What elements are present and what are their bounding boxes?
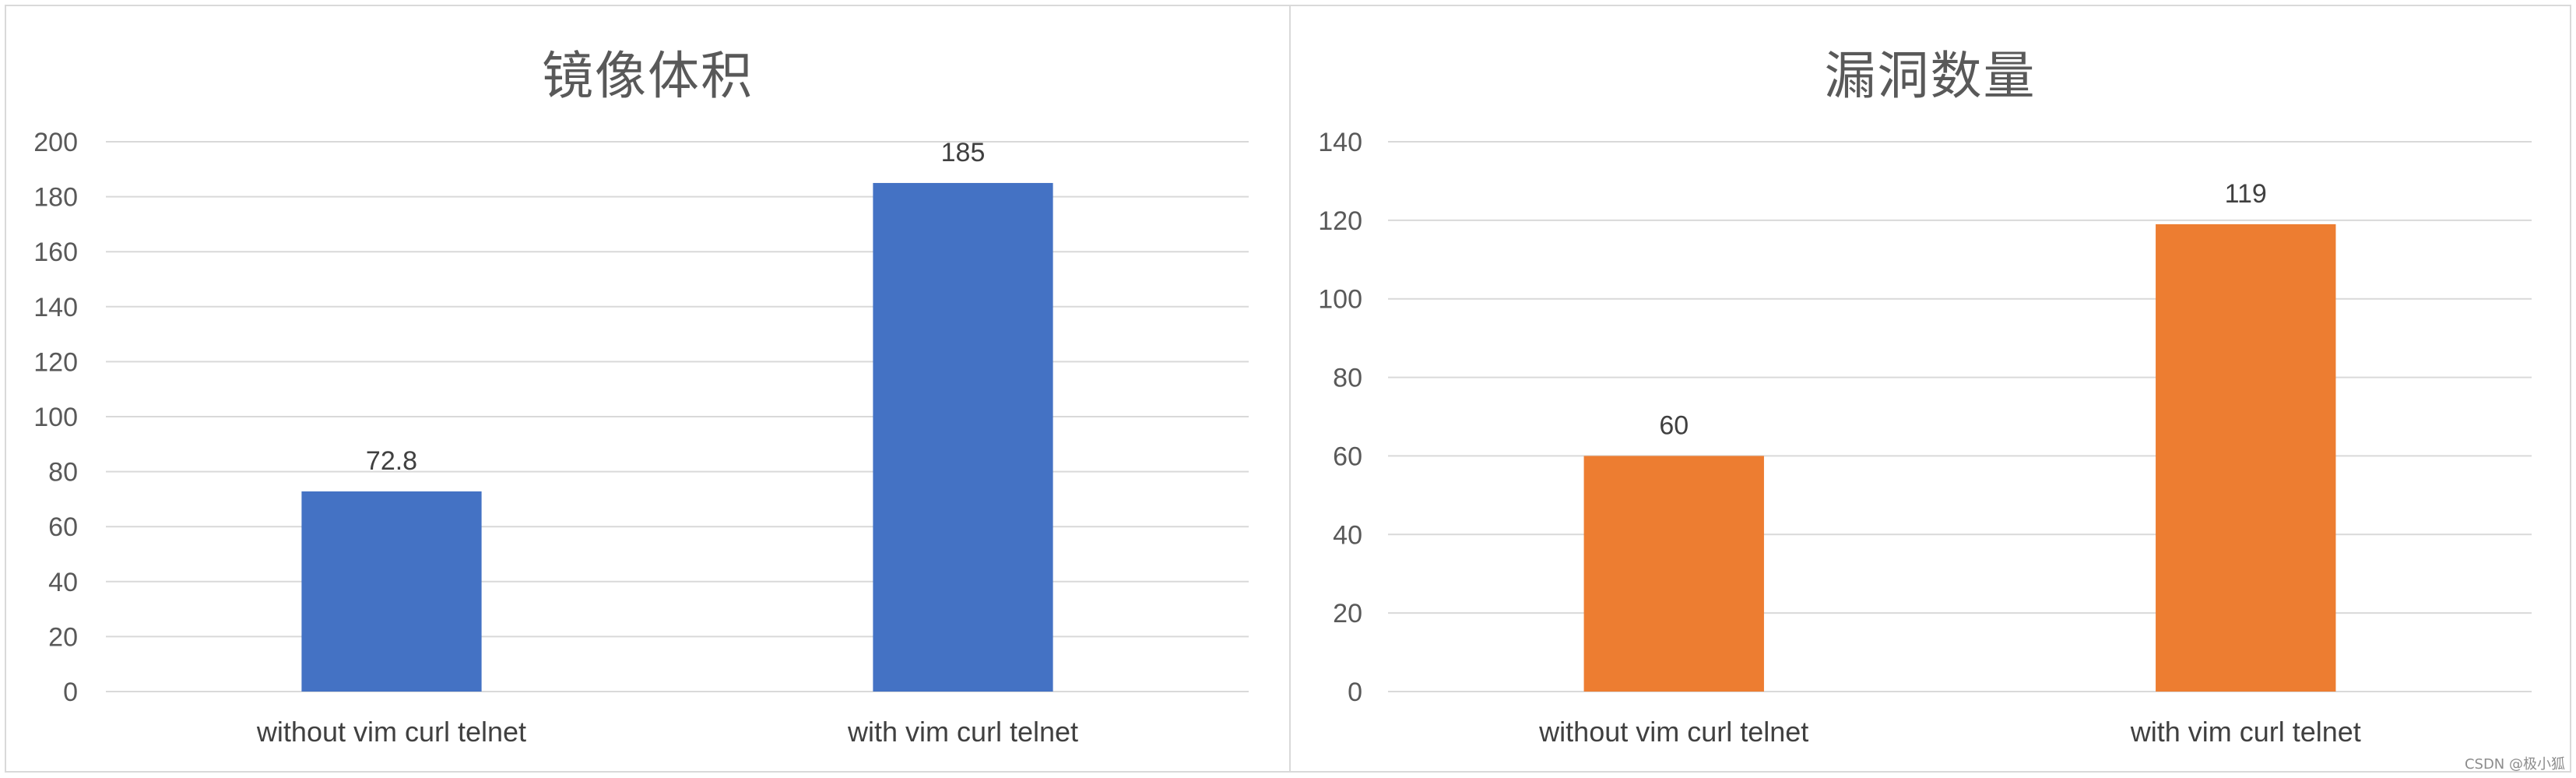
- y-tick-label: 40: [48, 568, 78, 597]
- y-tick-label: 100: [33, 403, 78, 432]
- y-tick-label: 80: [48, 458, 78, 488]
- y-tick-label: 40: [1333, 520, 1362, 550]
- bar: [301, 491, 482, 692]
- y-tick-label: 0: [63, 678, 78, 707]
- data-label: 185: [941, 138, 986, 167]
- bar: [873, 182, 1053, 692]
- bar-chart-vulnerability-count: 0 20 40 60 80 100 120 140 60 without vim curl tel…: [1318, 128, 2532, 748]
- bar-chart-image-size: 0 20 40 60 80 100 120 140 160 180 200 72.8 without v…: [33, 128, 1249, 748]
- y-tick-label: 60: [48, 512, 78, 542]
- data-label: 72.8: [366, 446, 417, 476]
- data-label: 60: [1659, 410, 1689, 440]
- y-tick-label: 20: [48, 622, 78, 652]
- x-category-label: without vim curl telnet: [256, 716, 526, 748]
- y-tick-label: 20: [1333, 599, 1362, 628]
- y-tick-label: 120: [1318, 206, 1362, 236]
- y-tick-label: 140: [1318, 128, 1362, 157]
- y-tick-label: 140: [33, 293, 78, 322]
- y-tick-label: 180: [33, 183, 78, 213]
- chart-panel-image-size: 镜像体积 0 20 40 60 80 100 120 140 160 180 200 72.8 with…: [5, 5, 1291, 773]
- chart-title: 镜像体积: [542, 46, 754, 106]
- y-tick-label: 80: [1333, 364, 1362, 393]
- bar: [1583, 456, 1764, 692]
- x-category-label: with vim curl telnet: [2130, 716, 2361, 748]
- chart-panel-vulnerability-count: 漏洞数量 0 20 40 60 80 100 120 140 60 without vim cur…: [1289, 5, 2571, 773]
- data-label: 119: [2225, 179, 2267, 209]
- y-tick-label: 60: [1333, 442, 1362, 471]
- bar: [2156, 224, 2336, 692]
- y-tick-label: 0: [1348, 678, 1362, 707]
- watermark: CSDN @极小狐: [2464, 756, 2565, 773]
- y-tick-label: 200: [33, 128, 78, 157]
- chart-title: 漏洞数量: [1824, 46, 2037, 106]
- y-tick-label: 160: [33, 238, 78, 267]
- x-category-label: with vim curl telnet: [847, 716, 1078, 748]
- y-tick-label: 120: [33, 347, 78, 377]
- y-tick-label: 100: [1318, 285, 1362, 315]
- x-category-label: without vim curl telnet: [1538, 716, 1808, 748]
